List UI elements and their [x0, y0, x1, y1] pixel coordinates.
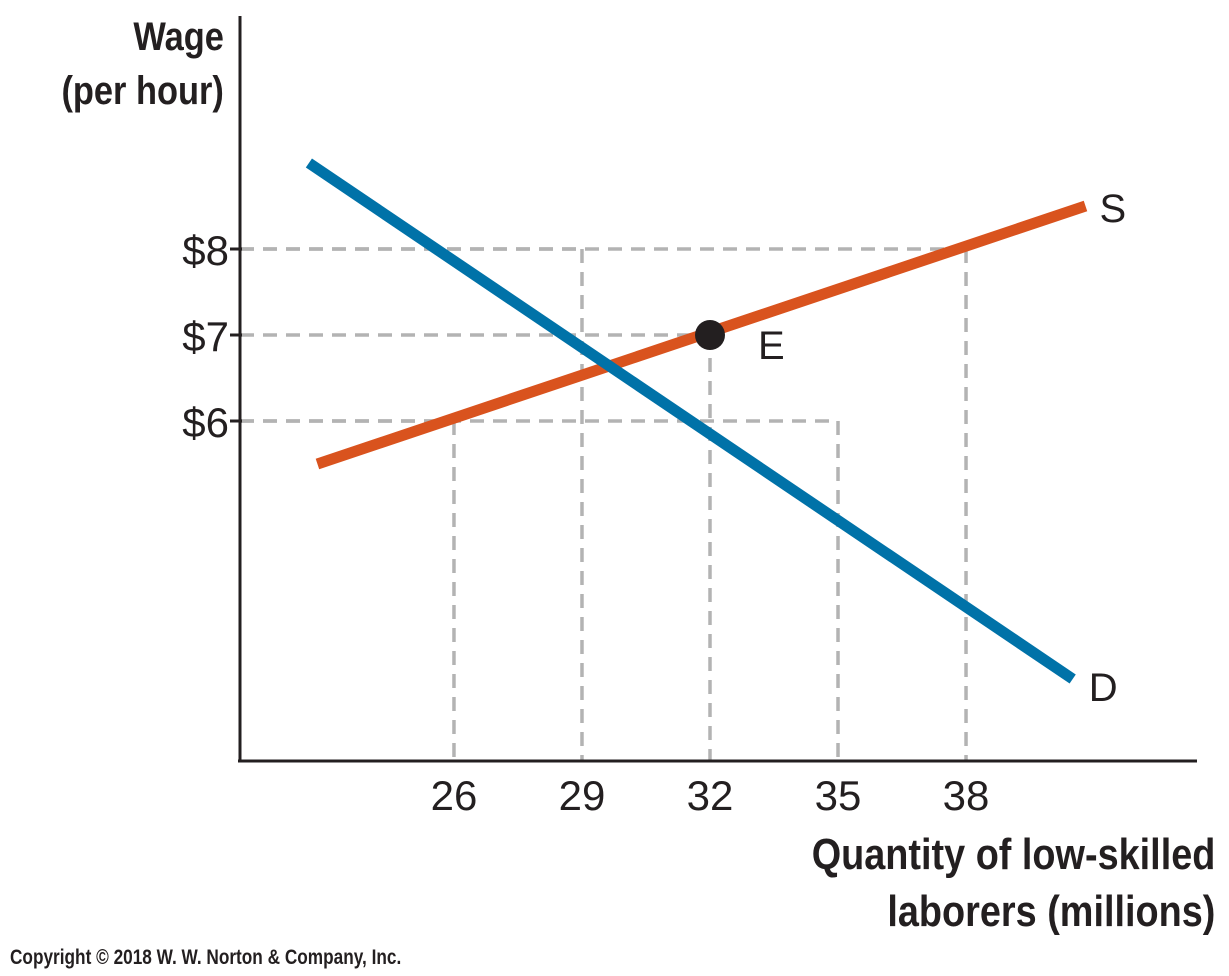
y-tick-label-6: $6 — [182, 399, 229, 446]
x-tick-label-35: 35 — [815, 772, 862, 819]
equilibrium-point — [695, 320, 725, 350]
x-tick-label-29: 29 — [559, 772, 606, 819]
supply-label: S — [1099, 187, 1126, 231]
y-axis-title-line-2: (per hour) — [61, 69, 224, 113]
copyright-notice: Copyright © 2018 W. W. Norton & Company,… — [10, 946, 402, 969]
x-axis-title-line-2: laborers (millions) — [886, 887, 1215, 936]
tick-labels: S D E 26 29 32 35 38 $6 $7 $8 — [182, 187, 1126, 819]
x-tick-label-32: 32 — [687, 772, 734, 819]
x-tick-label-26: 26 — [431, 772, 478, 819]
x-tick-label-38: 38 — [943, 772, 990, 819]
axes — [238, 16, 1197, 763]
y-tick-label-8: $8 — [182, 227, 229, 274]
reference-lines — [240, 247, 968, 761]
series-line-d — [305, 158, 1076, 684]
x-axis-title-line-1: Quantity of low-skilled — [811, 830, 1215, 879]
y-tick-label-7: $7 — [182, 313, 229, 360]
x-axis-title: Quantity of low-skilled laborers (million… — [811, 826, 1215, 940]
y-axis-title: Wage (per hour) — [62, 10, 224, 118]
equilibrium-label: E — [758, 324, 785, 368]
demand-label: D — [1089, 666, 1118, 710]
y-axis-title-line-1: Wage — [133, 15, 224, 59]
series-lines — [305, 158, 1088, 684]
